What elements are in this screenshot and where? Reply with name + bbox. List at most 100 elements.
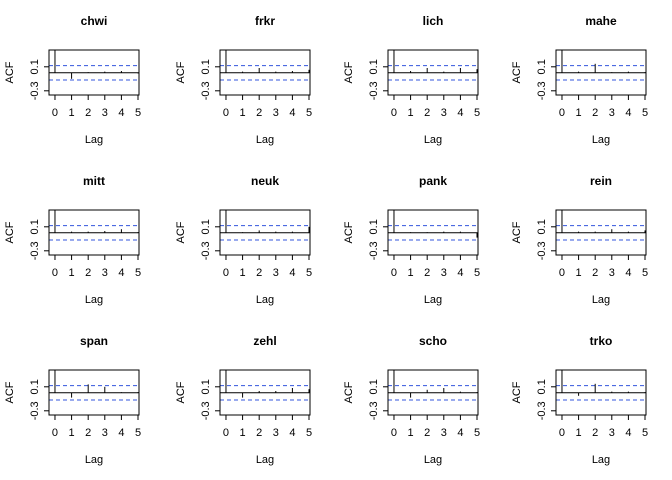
- x-tick-label: 3: [609, 107, 615, 119]
- x-tick-label: 2: [424, 267, 430, 279]
- x-axis-label: Lag: [256, 294, 274, 306]
- y-tick-label: 0.1: [29, 379, 41, 394]
- plot-frame: [219, 209, 311, 256]
- acf-panel: span Lag ACF 0 1 2 3 4 5 -0.3 0.1: [4, 334, 141, 466]
- x-tick-label: 4: [625, 427, 631, 439]
- x-tick-label: 2: [256, 107, 262, 119]
- y-tick-label: -0.3: [29, 81, 41, 100]
- x-tick-label: 1: [240, 427, 246, 439]
- y-tick-label: -0.3: [536, 401, 548, 420]
- y-tick-label: 0.1: [29, 59, 41, 74]
- x-axis-label: Lag: [85, 454, 103, 466]
- x-tick-label: 0: [391, 267, 397, 279]
- x-tick-label: 3: [102, 427, 108, 439]
- y-tick-label: -0.3: [200, 81, 212, 100]
- y-tick-label: 0.1: [536, 59, 548, 74]
- panel-title: neuk: [251, 174, 279, 188]
- panel-title: frkr: [255, 14, 275, 28]
- y-axis-label: ACF: [4, 381, 16, 403]
- x-tick-label: 1: [69, 107, 75, 119]
- x-tick-label: 2: [85, 427, 91, 439]
- y-tick-label: 0.1: [200, 59, 212, 74]
- y-axis-label: ACF: [343, 61, 355, 83]
- x-tick-label: 2: [85, 267, 91, 279]
- x-tick-label: 2: [592, 107, 598, 119]
- y-axis-label: ACF: [511, 381, 523, 403]
- y-tick-label: -0.3: [368, 81, 380, 100]
- acf-panel: neuk Lag ACF 0 1 2 3 4 5 -0.3 0.1: [175, 174, 312, 306]
- x-tick-label: 5: [306, 107, 312, 119]
- x-axis-label: Lag: [424, 134, 442, 146]
- x-tick-label: 3: [273, 107, 279, 119]
- x-tick-label: 4: [118, 107, 124, 119]
- x-tick-label: 1: [408, 427, 414, 439]
- x-tick-label: 3: [441, 107, 447, 119]
- x-tick-label: 0: [223, 107, 229, 119]
- x-axis-label: Lag: [85, 134, 103, 146]
- x-tick-label: 5: [306, 427, 312, 439]
- x-tick-label: 2: [256, 427, 262, 439]
- x-tick-label: 4: [457, 267, 463, 279]
- y-tick-label: -0.3: [200, 241, 212, 260]
- y-tick-label: 0.1: [368, 59, 380, 74]
- x-tick-label: 3: [441, 267, 447, 279]
- y-tick-label: 0.1: [200, 219, 212, 234]
- x-tick-label: 1: [576, 427, 582, 439]
- y-tick-label: 0.1: [536, 219, 548, 234]
- y-axis-label: ACF: [343, 221, 355, 243]
- plot-frame: [555, 209, 647, 256]
- acf-panel: zehl Lag ACF 0 1 2 3 4 5 -0.3 0.1: [175, 334, 312, 466]
- plot-frame: [48, 369, 140, 416]
- x-tick-label: 5: [642, 267, 648, 279]
- acf-panel: lich Lag ACF 0 1 2 3 4 5 -0.3 0.1: [343, 14, 480, 146]
- y-axis-label: ACF: [175, 381, 187, 403]
- x-tick-label: 1: [576, 107, 582, 119]
- panel-title: pank: [419, 174, 447, 188]
- x-tick-label: 1: [69, 267, 75, 279]
- y-tick-label: -0.3: [368, 401, 380, 420]
- panel-title: scho: [419, 334, 447, 348]
- x-tick-label: 0: [52, 107, 58, 119]
- y-axis-label: ACF: [4, 221, 16, 243]
- x-tick-label: 0: [52, 267, 58, 279]
- x-tick-label: 3: [609, 267, 615, 279]
- x-axis-label: Lag: [592, 454, 610, 466]
- panel-title: lich: [423, 14, 444, 28]
- x-tick-label: 3: [441, 427, 447, 439]
- x-tick-label: 3: [273, 267, 279, 279]
- x-axis-label: Lag: [592, 134, 610, 146]
- x-tick-label: 1: [576, 267, 582, 279]
- x-tick-label: 3: [102, 107, 108, 119]
- y-tick-label: 0.1: [368, 379, 380, 394]
- x-tick-label: 4: [118, 427, 124, 439]
- plot-frame: [48, 49, 140, 96]
- x-tick-label: 2: [592, 267, 598, 279]
- panel-title: trko: [590, 334, 613, 348]
- x-tick-label: 5: [474, 267, 480, 279]
- y-tick-label: -0.3: [200, 401, 212, 420]
- x-tick-label: 3: [273, 427, 279, 439]
- plot-frame: [219, 49, 311, 96]
- acf-panel: rein Lag ACF 0 1 2 3 4 5 -0.3 0.1: [511, 174, 648, 306]
- x-tick-label: 2: [592, 427, 598, 439]
- acf-panel: mahe Lag ACF 0 1 2 3 4 5 -0.3 0.1: [511, 14, 648, 146]
- y-tick-label: -0.3: [29, 241, 41, 260]
- x-axis-label: Lag: [256, 134, 274, 146]
- x-tick-label: 5: [642, 427, 648, 439]
- x-axis-label: Lag: [424, 454, 442, 466]
- x-tick-label: 1: [240, 267, 246, 279]
- x-tick-label: 4: [457, 107, 463, 119]
- y-tick-label: -0.3: [536, 241, 548, 260]
- x-tick-label: 5: [135, 267, 141, 279]
- x-tick-label: 0: [223, 427, 229, 439]
- acf-panel: mitt Lag ACF 0 1 2 3 4 5 -0.3 0.1: [4, 174, 141, 306]
- plot-frame: [555, 369, 647, 416]
- y-tick-label: -0.3: [536, 81, 548, 100]
- y-tick-label: -0.3: [29, 401, 41, 420]
- acf-panel: trko Lag ACF 0 1 2 3 4 5 -0.3 0.1: [511, 334, 648, 466]
- plot-frame: [555, 49, 647, 96]
- x-tick-label: 0: [559, 267, 565, 279]
- y-tick-label: 0.1: [29, 219, 41, 234]
- panel-title: chwi: [81, 14, 108, 28]
